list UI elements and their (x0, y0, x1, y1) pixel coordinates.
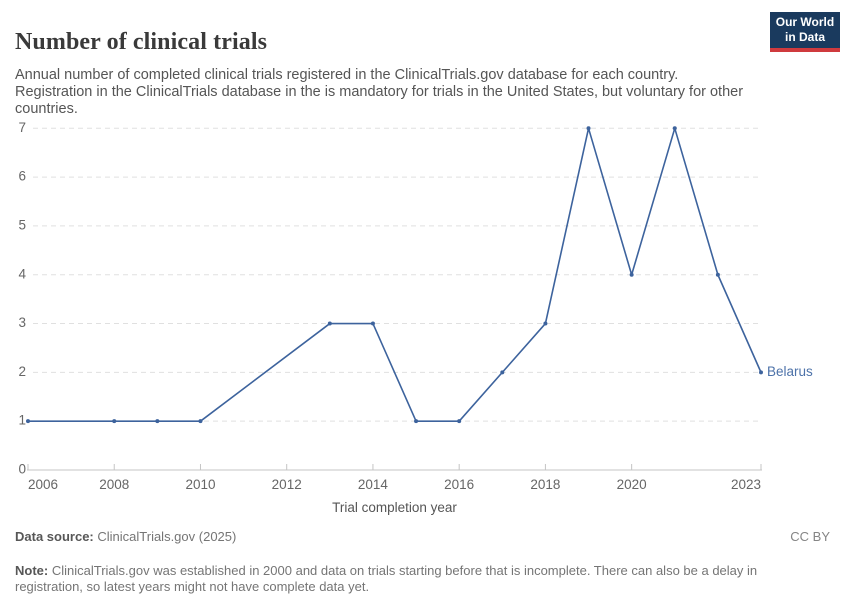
x-tick-label-2023: 2023 (731, 477, 761, 492)
data-source-link[interactable]: ClinicalTrials.gov (2025) (97, 529, 237, 544)
chart-note: Note: ClinicalTrials.gov was established… (15, 563, 825, 594)
data-point-belarus-2017[interactable] (500, 370, 505, 375)
data-point-belarus-2006[interactable] (26, 419, 30, 424)
x-tick-label-2018: 2018 (530, 477, 560, 492)
y-tick-label-1: 1 (18, 413, 26, 428)
data-point-belarus-2022[interactable] (715, 272, 720, 277)
y-tick-label-3: 3 (18, 315, 26, 330)
data-point-belarus-2016[interactable] (457, 419, 462, 424)
y-tick-label-4: 4 (18, 266, 26, 281)
y-tick-label-2: 2 (18, 364, 26, 379)
x-tick-label-2008: 2008 (99, 477, 129, 492)
x-tick-label-2006: 2006 (28, 477, 58, 492)
data-point-belarus-2014[interactable] (370, 321, 375, 326)
x-tick-label-2016: 2016 (444, 477, 474, 492)
x-tick-label-2012: 2012 (272, 477, 302, 492)
data-source-row: Data source: ClinicalTrials.gov (2025) (15, 529, 236, 544)
data-point-belarus-2010[interactable] (198, 419, 203, 424)
owid-logo-line1: Our World (775, 15, 835, 29)
data-point-belarus-2019[interactable] (586, 126, 591, 131)
owid-logo-line2: in Data (784, 30, 825, 44)
data-point-belarus-2021[interactable] (672, 126, 677, 131)
x-tick-label-2010: 2010 (185, 477, 215, 492)
owid-logo[interactable]: Our World in Data (770, 12, 840, 52)
data-point-belarus-2023[interactable] (759, 370, 763, 375)
data-point-belarus-2009[interactable] (155, 419, 160, 424)
data-point-belarus-2018[interactable] (543, 321, 548, 326)
x-axis-title: Trial completion year (332, 500, 457, 515)
y-tick-label-7: 7 (18, 120, 26, 135)
data-point-belarus-2008[interactable] (112, 419, 117, 424)
data-point-belarus-2020[interactable] (629, 272, 634, 277)
license-link[interactable]: CC BY (790, 529, 830, 544)
x-tick-label-2014: 2014 (358, 477, 389, 492)
chart-subtitle: Annual number of completed clinical tria… (15, 66, 744, 117)
y-tick-label-6: 6 (18, 169, 26, 184)
entity-label-belarus[interactable]: Belarus (767, 364, 813, 379)
data-point-belarus-2013[interactable] (327, 321, 332, 326)
note-text: ClinicalTrials.gov was established in 20… (15, 563, 758, 594)
y-tick-label-0: 0 (18, 462, 26, 477)
chart-title: Number of clinical trials (15, 29, 268, 56)
data-point-belarus-2015[interactable] (414, 419, 419, 424)
x-tick-label-2020: 2020 (617, 477, 647, 492)
y-tick-label-5: 5 (18, 217, 26, 232)
note-label: Note: (15, 563, 49, 578)
data-source-label: Data source: (15, 529, 94, 544)
